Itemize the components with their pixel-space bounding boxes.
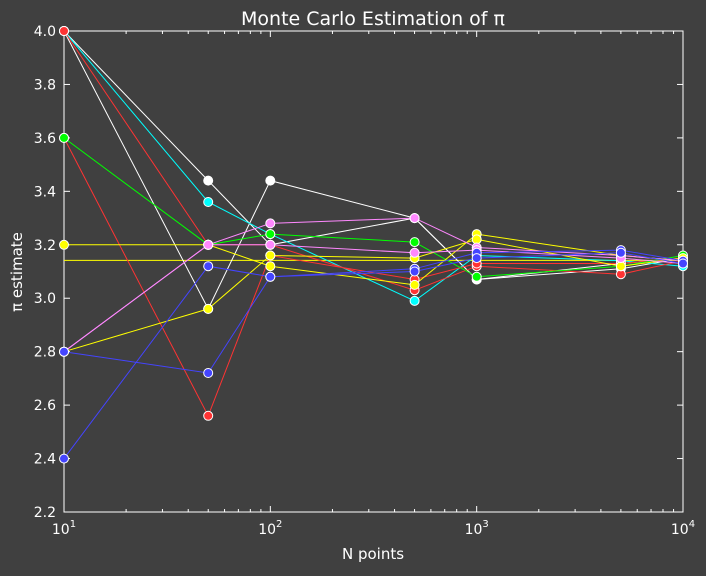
data-point	[409, 266, 420, 277]
y-tick-label: 3.2	[34, 238, 56, 254]
data-point	[265, 239, 276, 250]
data-point	[678, 258, 688, 269]
x-tick-label-exponent: 4	[689, 519, 695, 530]
data-point	[203, 303, 214, 314]
data-point	[59, 453, 69, 464]
data-point	[265, 250, 276, 261]
data-point	[265, 175, 276, 186]
x-tick-label-exponent: 1	[70, 519, 76, 530]
x-tick-label-base: 10	[258, 522, 276, 538]
x-tick-label: 102	[258, 519, 282, 538]
data-point	[265, 261, 276, 272]
x-tick-label-base: 10	[465, 522, 483, 538]
data-point	[59, 132, 69, 143]
y-tick-label: 3.8	[34, 77, 56, 93]
x-axis-label: N points	[342, 545, 404, 563]
data-point	[203, 261, 214, 272]
data-point	[265, 218, 276, 229]
chart-title: Monte Carlo Estimation of π	[241, 8, 505, 30]
data-point	[203, 239, 214, 250]
y-tick-label: 3.6	[34, 131, 56, 147]
x-tick-label-base: 10	[671, 522, 689, 538]
x-tick-label-base: 10	[52, 522, 70, 538]
y-axis-label: π estimate	[8, 232, 26, 312]
data-point	[409, 237, 420, 248]
data-point	[203, 410, 214, 421]
data-point	[615, 247, 626, 258]
data-point	[409, 247, 420, 258]
x-tick-label: 104	[671, 519, 695, 538]
data-point	[203, 197, 214, 207]
y-tick-label: 3.4	[34, 184, 56, 200]
y-tick-label: 4.0	[34, 24, 56, 40]
data-point	[265, 271, 276, 282]
data-point	[471, 253, 482, 264]
data-point	[59, 346, 69, 357]
y-tick-label: 2.6	[34, 398, 56, 414]
data-point	[409, 279, 420, 290]
y-tick-label: 3.0	[34, 291, 56, 307]
plot-frame	[63, 30, 684, 513]
data-point	[409, 213, 420, 224]
x-tick-label: 101	[52, 519, 76, 538]
y-tick-label: 2.8	[34, 345, 56, 361]
data-point	[59, 239, 69, 250]
x-tick-label: 103	[465, 519, 489, 538]
y-tick-label: 2.2	[34, 505, 56, 521]
x-tick-label-exponent: 3	[482, 519, 488, 530]
data-point	[203, 175, 214, 186]
data-point	[409, 295, 420, 306]
data-point	[203, 368, 214, 378]
data-point	[471, 271, 482, 282]
data-point	[265, 229, 276, 240]
data-point	[59, 26, 69, 36]
y-tick-label: 2.4	[34, 452, 56, 468]
x-tick-label-exponent: 2	[276, 519, 282, 530]
